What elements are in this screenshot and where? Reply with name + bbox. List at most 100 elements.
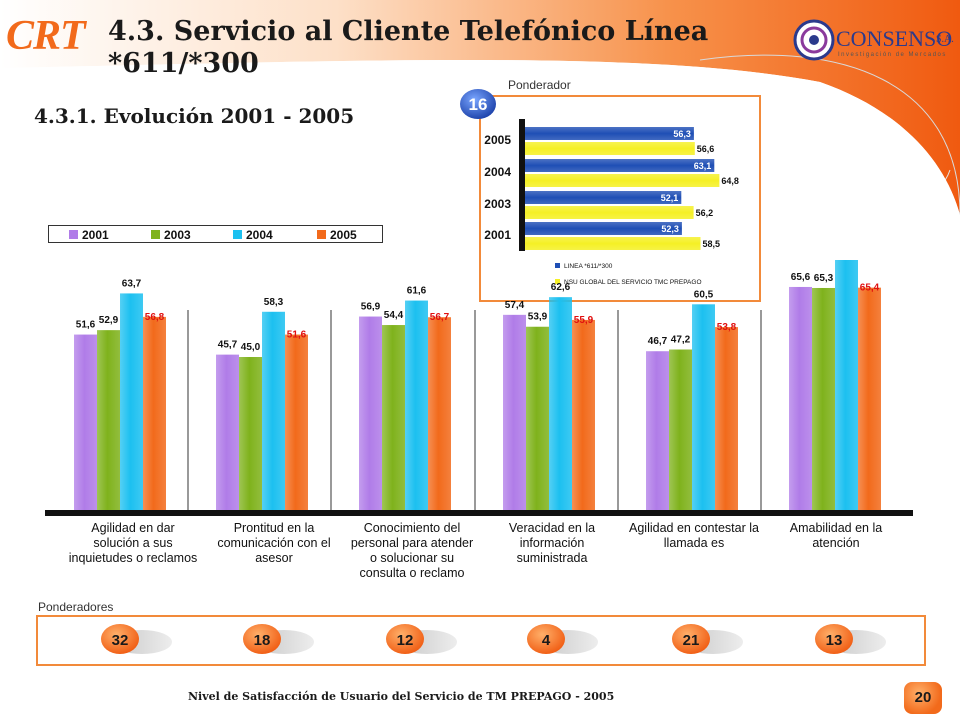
weight-value: 32 — [112, 632, 129, 649]
category-label: Prontitud en la — [234, 521, 315, 535]
bar-value-label: 47,2 — [671, 335, 691, 346]
bar-value-label: 65,4 — [860, 283, 880, 294]
category-label: Conocimiento del — [364, 521, 461, 535]
category-label: personal para atender — [351, 536, 473, 550]
bar-2003 — [97, 330, 120, 510]
legend-swatch — [233, 230, 242, 239]
legend-swatch — [69, 230, 78, 239]
inset-bar — [525, 191, 682, 204]
inset-bar — [525, 222, 682, 235]
bar-2004 — [405, 300, 428, 510]
weight-value: 4 — [542, 632, 551, 649]
main-bar-chart: 51,6 45,7 56,9 57,4 46,7 65,6 52,9 45,0 54,4 53,9… — [45, 260, 913, 580]
legend-label: 2005 — [330, 228, 357, 242]
bar-2004 — [549, 297, 572, 510]
weight-badge — [815, 624, 853, 654]
weight-badge — [101, 624, 139, 654]
bar-value-label: 55,9 — [574, 315, 594, 326]
bar-value-label: 54,4 — [384, 310, 404, 321]
category-label: información — [520, 536, 585, 550]
legend-swatch — [151, 230, 160, 239]
bar-value-label: 53,8 — [717, 322, 737, 333]
crt-logo: CRT — [6, 13, 86, 59]
inset-category-label: 2003 — [484, 197, 511, 211]
bar-2003 — [669, 349, 692, 510]
inset-legend-label: LINEA *611/*300 — [564, 263, 613, 270]
weight-value: 21 — [683, 632, 700, 649]
page-title: 4.3. Servicio al Cliente Telefónico Líne… — [108, 16, 709, 79]
inset-bar — [525, 127, 694, 140]
inset-bar-value: 64,8 — [721, 176, 739, 186]
inset-bar — [525, 237, 701, 250]
bar-2005 — [285, 334, 308, 510]
bar-value-label: 45,0 — [241, 342, 261, 353]
chart-legend: 2001 2003 2004 2005 — [48, 225, 383, 243]
inset-legend-label: NSU GLOBAL DEL SERVICIO TMC PREPAGO — [564, 279, 702, 286]
bar-2003 — [382, 325, 405, 510]
inset-category-label: 2004 — [484, 165, 511, 179]
legend-label: 2003 — [164, 228, 191, 242]
page-subtitle: 4.3.1. Evolución 2001 - 2005 — [34, 104, 355, 128]
category-label: consulta o reclamo — [360, 566, 465, 580]
legend-items: 2001 2003 2004 2005 — [69, 228, 357, 242]
inset-bar-value: 56,6 — [697, 144, 715, 154]
category-label: llamada es — [664, 536, 724, 550]
bar-2003 — [812, 287, 835, 510]
inset-chart-frame: 2005 56,3 56,6 2004 63,1 64,8 2003 52,1 56,2 2001… — [479, 95, 761, 302]
weight-badge — [386, 624, 424, 654]
page-number: 20 — [904, 682, 942, 714]
bar-value-label: 60,5 — [694, 289, 714, 300]
brand-name: CONSENSO — [836, 26, 953, 51]
inset-legend-swatch — [555, 279, 560, 284]
bar-value-label: 52,9 — [99, 315, 119, 326]
bar-2003 — [526, 326, 549, 510]
bar-2005 — [143, 316, 166, 510]
ponderador-value: 16 — [469, 95, 488, 114]
bar-2004 — [120, 293, 143, 510]
weight-badge — [243, 624, 281, 654]
inset-bar-value: 56,2 — [696, 208, 714, 218]
category-label: solución a sus — [93, 536, 172, 550]
bar-value-label: 56,8 — [145, 312, 165, 323]
bar-value-label: 56,7 — [430, 312, 450, 323]
category-label: inquietudes o reclamos — [69, 551, 198, 565]
bar-2005 — [428, 317, 451, 510]
ponderador-badge: 16 — [460, 89, 496, 119]
bar-value-label: 63,7 — [122, 278, 142, 289]
bar-value-label: 51,6 — [76, 320, 96, 331]
bar-value-label: 46,7 — [648, 336, 668, 347]
category-label: o solucionar su — [370, 551, 454, 565]
weight-value: 12 — [397, 632, 414, 649]
inset-bar-value: 58,5 — [703, 239, 721, 249]
inset-chart: 2005 56,3 56,6 2004 63,1 64,8 2003 52,1 56,2 2001… — [484, 119, 739, 286]
bar-value-label: 53,9 — [528, 312, 548, 323]
inset-bar — [525, 174, 720, 187]
bar-2005 — [858, 287, 881, 510]
inset-bar — [525, 206, 694, 219]
bar-2004 — [262, 311, 285, 510]
inset-bar-value: 52,3 — [661, 224, 679, 234]
bar-2005 — [572, 319, 595, 510]
category-label: Amabilidad en la — [790, 521, 882, 535]
inset-bar-value: 52,1 — [661, 193, 679, 203]
legend-label: 2001 — [82, 228, 109, 242]
ponderadores-row: 32 18 12 4 21 13 — [101, 624, 886, 654]
ponderador-label: Ponderador — [508, 78, 571, 92]
category-label: suministrada — [517, 551, 588, 565]
inset-legend-swatch — [555, 263, 560, 268]
inset-bar-value: 56,3 — [673, 129, 691, 139]
brand-tagline: Investigación de Mercados — [838, 52, 947, 58]
footer-text: Nivel de Satisfacción de Usuario del Ser… — [188, 690, 615, 703]
bar-value-label: 58,3 — [264, 297, 284, 308]
inset-bar — [525, 142, 695, 155]
weight-value: 13 — [826, 632, 843, 649]
ponderadores-frame: 32 18 12 4 21 13 — [36, 615, 926, 666]
bar-value-label: 45,7 — [218, 340, 238, 351]
x-axis-line — [45, 510, 913, 516]
legend-swatch — [317, 230, 326, 239]
category-label: Veracidad en la — [509, 521, 595, 535]
consenso-globe-icon — [793, 19, 835, 61]
inset-category-label: 2001 — [484, 228, 511, 242]
category-label: comunicación con el — [217, 536, 330, 550]
bar-value-label: 65,6 — [791, 272, 811, 283]
